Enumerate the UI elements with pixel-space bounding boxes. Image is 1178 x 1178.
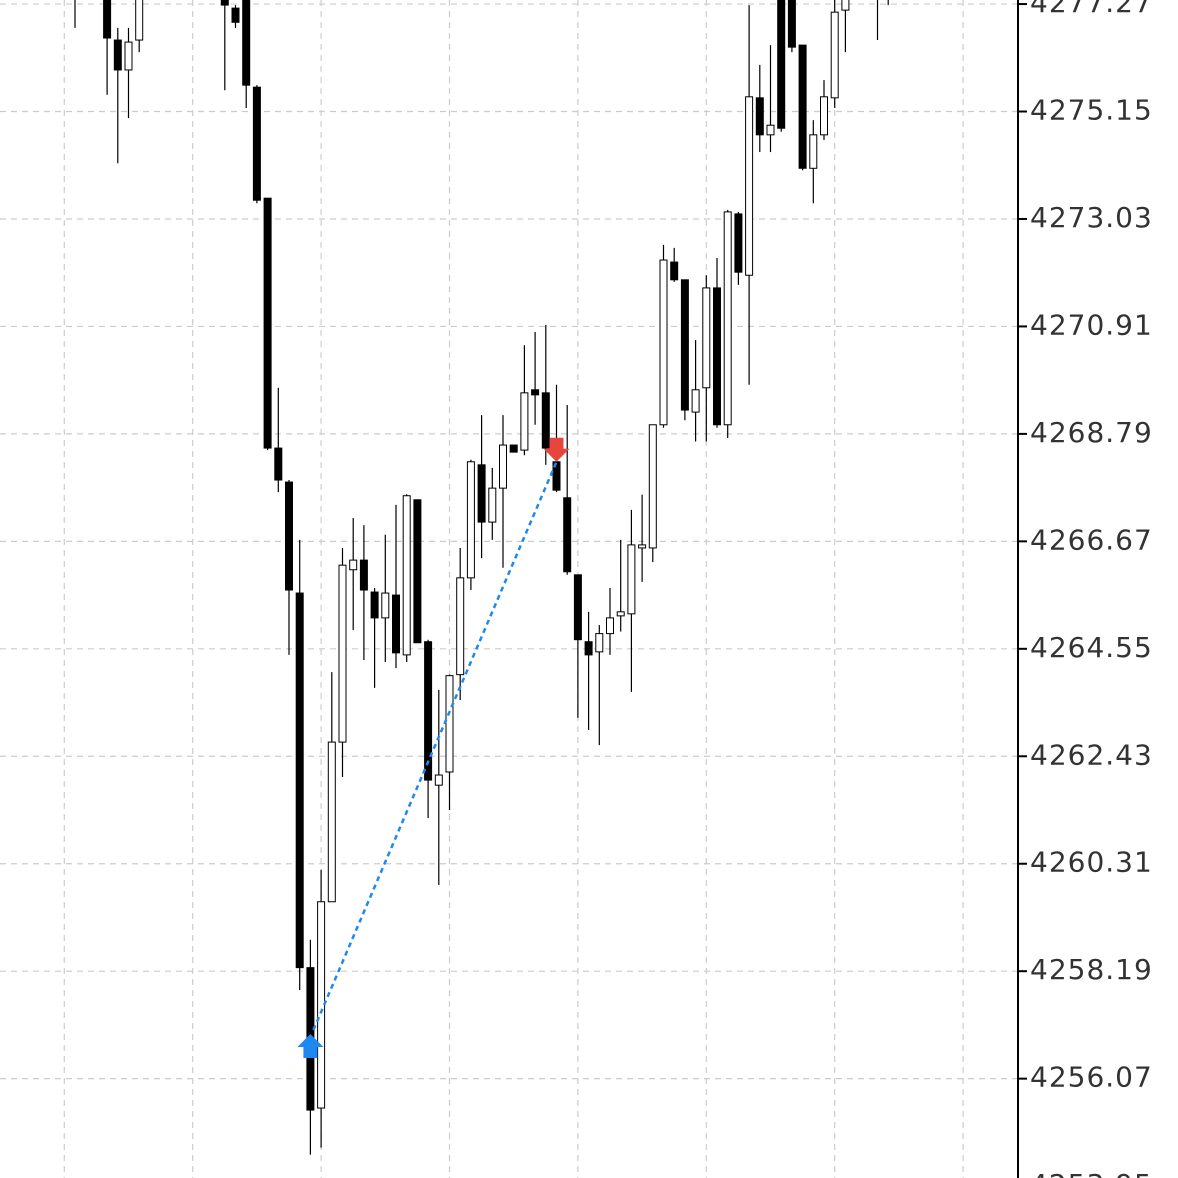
- candle-body: [135, 0, 144, 41]
- y-tick-label: 4270.91: [1030, 308, 1153, 341]
- candle-body: [798, 44, 807, 169]
- candle-body: [381, 592, 390, 619]
- candle-body: [520, 392, 529, 451]
- y-tick-label: 4266.67: [1030, 523, 1153, 556]
- y-tick-label: 4260.31: [1030, 846, 1153, 879]
- y-tick-label: 4256.07: [1030, 1061, 1153, 1094]
- candle-body: [434, 774, 443, 786]
- candle-body: [584, 641, 593, 656]
- candle-body: [466, 461, 475, 579]
- y-tick-label: 4275.15: [1030, 94, 1153, 127]
- y-tick-label: 4264.55: [1030, 631, 1153, 664]
- candle-body: [285, 481, 293, 591]
- candle-body: [659, 259, 668, 426]
- candle-body: [424, 641, 433, 781]
- candle-body: [488, 487, 497, 523]
- candle-body: [766, 124, 775, 136]
- y-tick-label: 4277.27: [1030, 0, 1153, 19]
- candle-body: [702, 287, 711, 389]
- candle-body: [777, 0, 786, 129]
- y-tick-label: 4268.79: [1030, 416, 1153, 449]
- candle-body: [113, 39, 122, 71]
- candle-body: [745, 96, 754, 276]
- candle-body: [231, 7, 240, 23]
- candle-body: [595, 633, 604, 653]
- vertical-grid: [63, 0, 964, 1178]
- sell-arrow: [543, 437, 570, 462]
- candle-body: [755, 97, 764, 136]
- y-tick-label: 4258.19: [1030, 953, 1153, 986]
- candle-body: [413, 499, 422, 644]
- trade-line: [312, 461, 558, 1031]
- candle-body: [809, 134, 818, 169]
- candle-body: [499, 444, 507, 489]
- candle-body: [638, 544, 647, 549]
- candle-body: [242, 0, 251, 86]
- candle-body: [252, 86, 261, 201]
- candle-body: [274, 447, 283, 481]
- plot-area: [74, 0, 889, 1155]
- candle-body: [220, 0, 229, 6]
- horizontal-grid: [0, 3, 1018, 1080]
- candle-body: [531, 389, 540, 396]
- candle-body: [392, 594, 400, 654]
- candle-body: [830, 11, 839, 99]
- candle-body: [124, 41, 133, 71]
- y-tick-label: 4262.43: [1030, 738, 1153, 771]
- candle-body: [263, 197, 272, 449]
- candle-body: [563, 497, 572, 573]
- candle-body: [820, 96, 828, 136]
- candle-body: [295, 592, 304, 969]
- buy-arrow: [297, 1033, 324, 1058]
- candle-body: [691, 389, 700, 413]
- candle-body: [606, 617, 614, 635]
- candle-body: [573, 574, 582, 641]
- y-tick-label: 4273.03: [1030, 201, 1153, 234]
- candle-body: [477, 464, 486, 523]
- candle-body: [456, 577, 465, 676]
- price-axis: 4277.27 4275.15 4273.03 4270.91 4268.79 4266.…: [1017, 0, 1153, 1178]
- y-tick-label: 4253.95: [1030, 1168, 1153, 1178]
- candle-body: [787, 0, 796, 48]
- candle-body: [723, 211, 732, 426]
- candle-body: [359, 559, 368, 591]
- candle-body: [627, 544, 636, 615]
- candle-body: [616, 611, 625, 617]
- candle-body: [509, 444, 518, 453]
- candle-body: [349, 559, 358, 571]
- candle-body: [103, 0, 112, 39]
- candle-body: [338, 564, 347, 743]
- candle-body: [648, 424, 657, 549]
- candle-body: [402, 495, 411, 656]
- candle-body: [841, 0, 850, 11]
- candle-body: [445, 675, 454, 773]
- candle-body: [734, 213, 743, 273]
- candle-body: [680, 279, 689, 411]
- candle-body: [370, 591, 379, 619]
- candle-body: [713, 287, 721, 426]
- candle-body: [541, 392, 550, 449]
- candle-body: [670, 261, 679, 281]
- candle-body: [327, 741, 336, 903]
